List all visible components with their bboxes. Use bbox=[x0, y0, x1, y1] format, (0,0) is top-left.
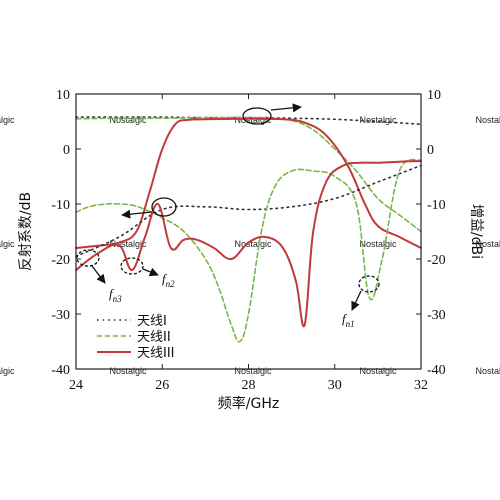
watermark-text: Nostalgic bbox=[359, 115, 397, 125]
right-y-tick-label: 10 bbox=[427, 88, 441, 103]
annotation-fn3: fn3 bbox=[109, 286, 122, 304]
annotation-fn2: fn2 bbox=[162, 271, 175, 289]
x-tick-label: 32 bbox=[414, 378, 428, 393]
watermark-text: Nostalgic bbox=[475, 366, 500, 376]
annotation-letter: f bbox=[109, 286, 115, 301]
series-line-gain-2 bbox=[75, 117, 422, 249]
series-line-gain-0 bbox=[75, 116, 422, 126]
fn3-arrow bbox=[91, 265, 106, 284]
legend-label: 天线II bbox=[137, 330, 171, 345]
x-axis-title: 频率/GHz bbox=[218, 395, 279, 412]
watermark-text: Nostalgic bbox=[0, 115, 15, 125]
left-y-tick-label: -10 bbox=[51, 198, 70, 213]
tick-layer: 24 26 28 30 32 10 0 -10 -20 -30 -40 10 0 -10 -20 -30 -40 bbox=[51, 88, 445, 393]
right-y-tick-label: -30 bbox=[427, 308, 446, 323]
watermark-text: Nostalgic bbox=[359, 239, 397, 249]
annotation-fn1: fn1 bbox=[342, 311, 355, 329]
reflection-axis-ellipse bbox=[151, 197, 177, 217]
x-tick-label: 28 bbox=[242, 378, 256, 393]
watermark-text: Nostalgic bbox=[0, 239, 15, 249]
series-layer bbox=[75, 116, 422, 343]
left-y-tick-label: 10 bbox=[56, 88, 70, 103]
annotation-subscript: n3 bbox=[113, 294, 123, 304]
left-y-tick-label: -40 bbox=[51, 363, 70, 378]
x-tick-label: 30 bbox=[328, 378, 342, 393]
fn1-arrow bbox=[351, 290, 362, 311]
watermark-text: Nostalgic bbox=[0, 366, 15, 376]
right-y-tick-label: -40 bbox=[427, 363, 446, 378]
annotation-subscript: n1 bbox=[346, 319, 355, 329]
series-line-reflection-5 bbox=[75, 160, 422, 328]
right-y-tick-label: 0 bbox=[427, 143, 434, 158]
x-tick-label: 26 bbox=[155, 378, 169, 393]
watermark-text: Nostalgic bbox=[475, 239, 500, 249]
reflection-axis-arrow bbox=[121, 209, 153, 219]
watermark-text: Nostalgic bbox=[109, 239, 147, 249]
watermark-text: Nostalgic bbox=[359, 366, 397, 376]
watermark-text: Nostalgic bbox=[234, 239, 272, 249]
left-y-axis-title: 反射系数/dB bbox=[18, 192, 34, 271]
right-y-tick-label: -10 bbox=[427, 198, 446, 213]
legend-label: 天线III bbox=[137, 346, 175, 361]
watermark-text: Nostalgic bbox=[109, 366, 147, 376]
annotation-subscript: n2 bbox=[166, 279, 176, 289]
fn1-ellipse bbox=[358, 275, 380, 293]
watermark-text: Nostalgic bbox=[109, 115, 147, 125]
watermark-text: Nostalgic bbox=[234, 366, 272, 376]
legend-label: 天线I bbox=[137, 314, 167, 329]
right-y-tick-label: -20 bbox=[427, 253, 446, 268]
gain-axis-arrow bbox=[270, 103, 302, 113]
x-tick-label: 24 bbox=[69, 378, 83, 393]
left-y-tick-label: 0 bbox=[63, 143, 70, 158]
series-line-reflection-4 bbox=[75, 158, 422, 343]
watermark-text: Nostalgic bbox=[475, 115, 500, 125]
fn3-ellipse bbox=[76, 249, 100, 267]
annotation-letter: f bbox=[342, 311, 348, 326]
fn2-ellipse bbox=[120, 257, 144, 275]
right-y-axis-title: 增益/dBi bbox=[468, 204, 484, 259]
gain-axis-ellipse bbox=[242, 107, 272, 125]
fn2-arrow bbox=[142, 267, 159, 277]
annotation-letter: f bbox=[162, 271, 168, 286]
watermark-text: Nostalgic bbox=[234, 115, 272, 125]
left-y-tick-label: -20 bbox=[51, 253, 70, 268]
watermark-layer: Nostalgic Nostalgic Nostalgic Nostalgic Nost… bbox=[0, 115, 500, 376]
left-y-tick-label: -30 bbox=[51, 308, 70, 323]
series-line-reflection-3 bbox=[75, 164, 422, 258]
